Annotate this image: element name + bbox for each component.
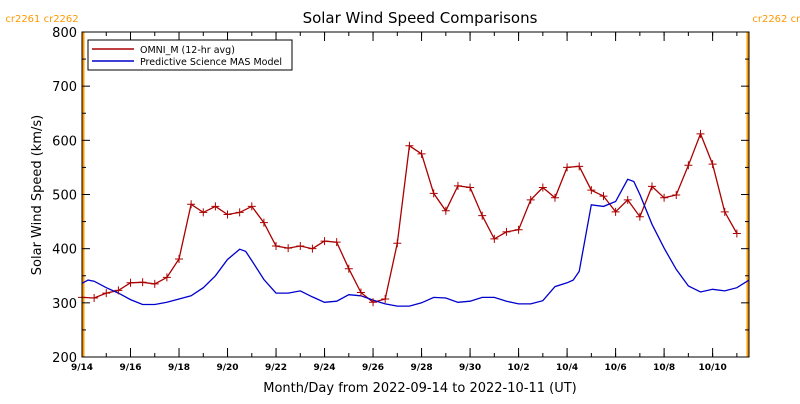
omni-data-point xyxy=(672,191,681,200)
omni-data-point xyxy=(635,212,644,221)
omni-data-point xyxy=(102,289,111,298)
x-tick-label: 9/20 xyxy=(216,363,238,373)
omni-data-point xyxy=(611,207,620,216)
omni-data-point xyxy=(550,193,559,202)
carrington-label: cr2261 cr2262 xyxy=(5,14,78,25)
omni-data-point xyxy=(538,183,547,192)
omni-data-point xyxy=(284,244,293,253)
y-tick-label: 700 xyxy=(52,80,77,95)
omni-data-point xyxy=(114,286,123,295)
omni-series-line xyxy=(81,132,738,304)
chart-title: Solar Wind Speed Comparisons xyxy=(303,9,538,27)
omni-data-point xyxy=(369,298,378,307)
carrington-label: cr2262 cr2263 xyxy=(752,14,800,25)
model-series-line xyxy=(81,178,750,307)
x-axis-label: Month/Day from 2022-09-14 to 2022-10-11 … xyxy=(263,381,576,396)
x-tick-label: 9/26 xyxy=(362,363,384,373)
omni-data-point xyxy=(441,206,450,215)
x-tick-label: 10/4 xyxy=(556,363,578,373)
x-tick-label: 10/10 xyxy=(698,363,726,373)
omni-data-point xyxy=(199,208,208,217)
omni-data-point xyxy=(296,241,305,250)
x-tick-label: 10/8 xyxy=(653,363,675,373)
y-tick-label: 800 xyxy=(52,26,77,41)
omni-data-point xyxy=(211,202,220,211)
x-tick-label: 9/28 xyxy=(411,363,433,373)
omni-data-point xyxy=(381,295,390,304)
omni-data-point xyxy=(490,234,499,243)
x-tick-label: 10/2 xyxy=(508,363,530,373)
omni-data-point xyxy=(732,229,741,238)
omni-data-point xyxy=(393,239,402,248)
omni-data-point xyxy=(417,149,426,158)
legend-box xyxy=(87,39,293,71)
omni-data-point xyxy=(223,210,232,219)
omni-data-point xyxy=(138,278,147,287)
omni-data-point xyxy=(175,254,184,263)
omni-data-point xyxy=(526,195,535,204)
omni-data-point xyxy=(660,193,669,202)
omni-data-point xyxy=(647,182,656,191)
omni-data-point xyxy=(356,288,365,297)
omni-data-point xyxy=(453,181,462,190)
omni-data-point xyxy=(162,273,171,282)
legend: OMNI_M (12-hr avg)Predictive Science MAS… xyxy=(87,39,293,71)
omni-data-point xyxy=(514,225,523,234)
x-tick-label: 9/30 xyxy=(459,363,481,373)
x-tick-label: 10/6 xyxy=(605,363,627,373)
omni-data-point xyxy=(623,195,632,204)
omni-data-point xyxy=(235,208,244,217)
omni-data-point xyxy=(563,163,572,172)
x-tick-label: 9/16 xyxy=(119,363,141,373)
omni-data-point xyxy=(332,238,341,247)
omni-data-point xyxy=(247,202,256,211)
x-tick-label: 9/18 xyxy=(168,363,190,373)
legend-label: Predictive Science MAS Model xyxy=(140,57,282,68)
omni-data-point xyxy=(308,244,317,253)
omni-data-point xyxy=(696,129,705,138)
omni-data-point xyxy=(272,241,281,250)
omni-data-point xyxy=(708,160,717,169)
omni-data-point xyxy=(344,264,353,273)
omni-data-point xyxy=(587,186,596,195)
y-axis-label: Solar Wind Speed (km/s) xyxy=(30,115,45,275)
y-tick-label: 300 xyxy=(52,297,77,312)
omni-data-point xyxy=(126,278,135,287)
x-tick-label: 9/14 xyxy=(71,363,93,373)
omni-data-point xyxy=(575,162,584,171)
y-tick-label: 600 xyxy=(52,134,77,149)
omni-data-point xyxy=(429,189,438,198)
omni-data-point xyxy=(150,279,159,288)
omni-data-point xyxy=(684,161,693,170)
omni-data-point xyxy=(259,218,268,227)
y-tick-label: 200 xyxy=(52,351,77,366)
x-tick-label: 9/22 xyxy=(265,363,287,373)
omni-data-point xyxy=(90,293,99,302)
omni-data-point xyxy=(320,237,329,246)
omni-data-point xyxy=(599,192,608,201)
legend-label: OMNI_M (12-hr avg) xyxy=(140,45,235,56)
omni-data-point xyxy=(466,183,475,192)
omni-data-point xyxy=(720,207,729,216)
omni-data-point xyxy=(502,227,511,236)
omni-data-point xyxy=(187,200,196,209)
y-tick-label: 500 xyxy=(52,189,77,204)
omni-data-point xyxy=(405,141,414,150)
omni-data-point xyxy=(478,211,487,220)
y-tick-label: 400 xyxy=(52,243,77,258)
x-tick-label: 9/24 xyxy=(314,363,336,373)
